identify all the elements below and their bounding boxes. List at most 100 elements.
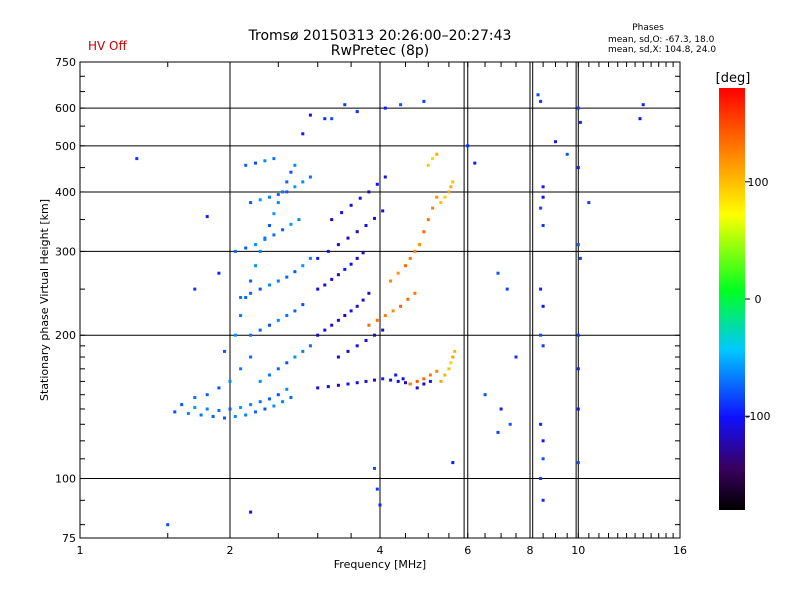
data-point: [439, 379, 443, 383]
data-point: [193, 396, 197, 399]
data-point: [258, 249, 262, 253]
data-point: [268, 283, 271, 287]
data-point: [308, 113, 312, 117]
data-point: [443, 195, 447, 199]
x-tick-label: 4: [377, 544, 384, 557]
data-point: [435, 195, 439, 199]
data-point: [233, 249, 237, 253]
data-point: [323, 283, 327, 287]
data-point: [254, 161, 257, 165]
data-point: [361, 298, 365, 302]
data-point: [301, 264, 305, 268]
data-point: [135, 157, 139, 161]
grid-lines: [80, 62, 680, 538]
data-point: [399, 304, 403, 308]
data-point: [308, 344, 312, 348]
data-point: [453, 349, 457, 353]
data-point: [297, 218, 301, 222]
data-point: [340, 211, 344, 215]
chart-subtitle: RwPretec (8p): [331, 43, 429, 59]
data-point: [576, 333, 580, 337]
data-point: [389, 378, 393, 382]
data-point: [422, 382, 426, 386]
data-point: [289, 396, 293, 399]
data-point: [249, 201, 253, 205]
data-point: [239, 296, 243, 299]
data-point: [293, 309, 297, 313]
data-point: [258, 328, 262, 332]
data-point: [346, 349, 350, 353]
x-tick-label: 2: [227, 544, 234, 557]
data-point: [330, 218, 334, 222]
data-point: [539, 287, 543, 291]
data-point: [408, 382, 412, 386]
data-point: [536, 93, 540, 97]
data-point: [293, 270, 297, 274]
data-point: [276, 318, 280, 322]
data-point: [505, 287, 509, 291]
data-point: [375, 182, 379, 186]
data-point: [381, 209, 385, 213]
data-point: [276, 201, 280, 205]
data-point: [281, 400, 285, 404]
x-axis-label: Frequency [MHz]: [334, 558, 426, 571]
data-point: [578, 256, 582, 260]
data-point: [293, 163, 297, 167]
data-point: [415, 379, 419, 383]
data-point: [205, 407, 209, 411]
data-point: [576, 166, 580, 170]
data-point: [258, 400, 262, 404]
colorbar-tick-label: 0: [755, 293, 762, 306]
y-axis-label: Stationary phase Virtual Height [km]: [38, 199, 51, 401]
data-point: [496, 430, 500, 434]
data-point: [499, 407, 503, 411]
data-point: [276, 279, 280, 283]
data-point: [447, 190, 451, 194]
y-tick-label: 75: [62, 532, 76, 545]
data-point: [205, 215, 209, 219]
phases-o-stats: mean, sd,O: -67.3, 18.0: [608, 35, 715, 45]
data-point: [483, 393, 487, 397]
data-point: [193, 406, 197, 409]
data-point: [418, 243, 421, 247]
data-point: [391, 309, 395, 313]
data-point: [239, 314, 243, 317]
data-point: [638, 117, 642, 121]
data-point: [426, 218, 430, 222]
x-tick-label: 10: [571, 544, 585, 557]
data-point: [431, 157, 435, 161]
data-point: [254, 410, 257, 414]
data-point: [272, 233, 276, 237]
data-point: [541, 498, 545, 502]
data-point: [244, 296, 248, 299]
data-point: [258, 379, 262, 383]
data-point: [381, 328, 385, 332]
colorbar-tick-label: 100: [748, 176, 769, 189]
data-point: [180, 403, 184, 407]
data-point: [217, 409, 221, 412]
data-point: [565, 152, 569, 156]
data-point: [268, 323, 271, 327]
data-point: [541, 224, 545, 227]
data-point: [435, 152, 439, 156]
data-point: [211, 415, 215, 418]
data-point: [285, 180, 289, 184]
data-point: [364, 379, 368, 383]
colorbar-axis: 100 0 -100: [745, 176, 770, 423]
data-point: [228, 407, 232, 411]
data-point: [349, 203, 353, 207]
data-point: [415, 386, 419, 390]
data-point: [326, 249, 330, 253]
data-point: [428, 379, 432, 383]
data-point: [431, 206, 435, 210]
data-point: [367, 190, 371, 194]
data-point: [316, 386, 320, 390]
data-point: [406, 297, 410, 301]
data-point: [401, 377, 405, 381]
data-point: [428, 373, 432, 377]
data-point: [539, 99, 543, 103]
data-point: [285, 190, 289, 194]
data-point: [641, 103, 645, 107]
data-point: [330, 117, 334, 121]
